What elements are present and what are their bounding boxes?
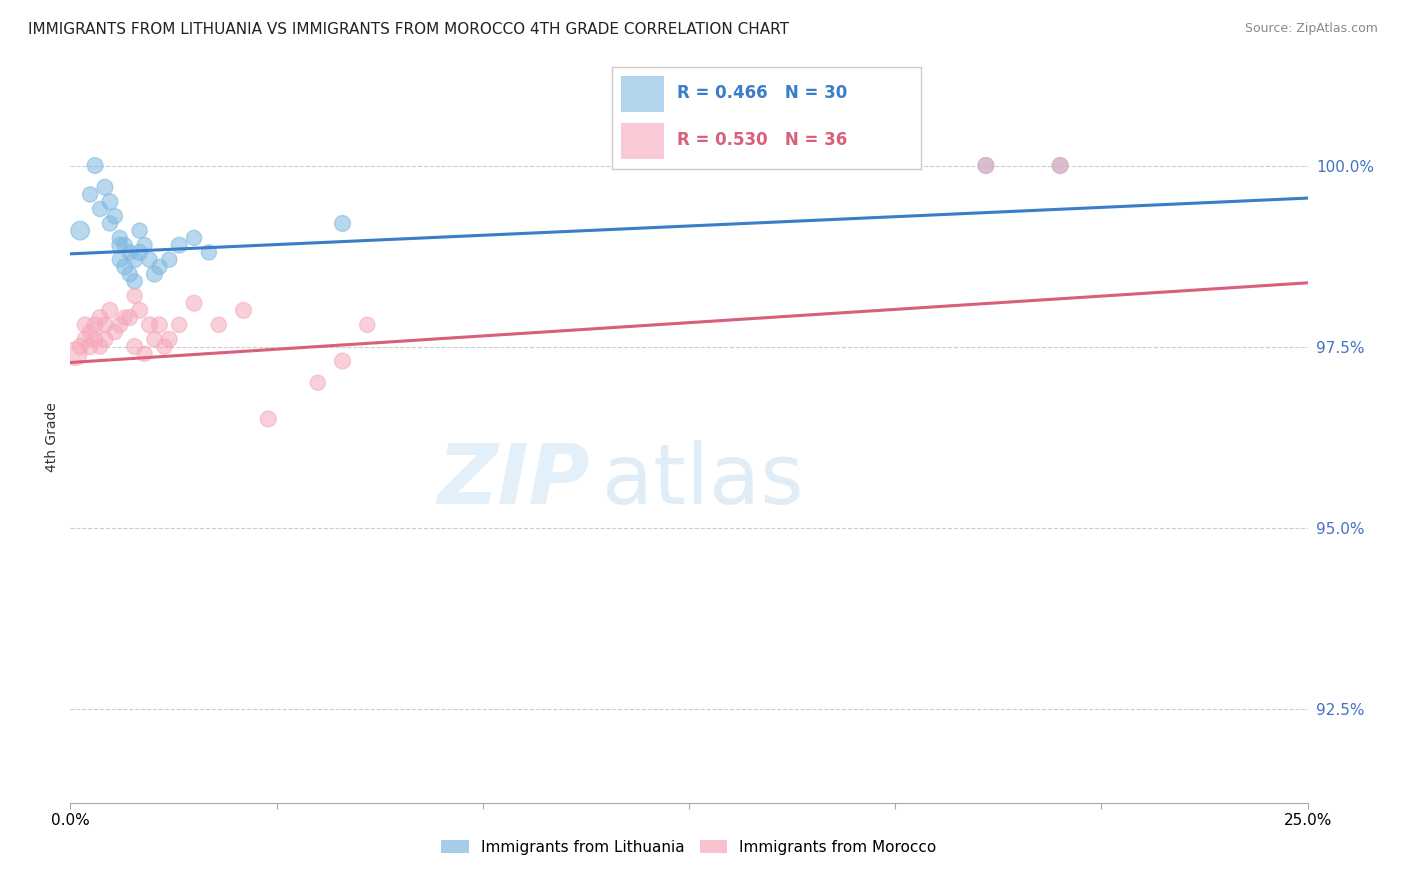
Point <box>157 252 180 267</box>
Text: Source: ZipAtlas.com: Source: ZipAtlas.com <box>1244 22 1378 36</box>
Text: R = 0.530   N = 36: R = 0.530 N = 36 <box>676 131 846 149</box>
Point <box>89 310 111 325</box>
Point <box>89 340 111 354</box>
Point <box>98 194 121 209</box>
Point <box>65 347 87 361</box>
Text: R = 0.466   N = 30: R = 0.466 N = 30 <box>676 84 846 102</box>
Point <box>167 238 190 252</box>
Point <box>98 303 121 318</box>
Point <box>143 332 166 346</box>
Point <box>257 412 280 426</box>
Point <box>89 202 111 216</box>
Point <box>84 159 107 173</box>
Point <box>183 296 205 310</box>
Point <box>104 209 127 223</box>
Point <box>128 245 150 260</box>
Point <box>94 180 117 194</box>
Point <box>79 325 101 339</box>
Point <box>118 245 141 260</box>
Point <box>75 318 97 332</box>
Point <box>232 303 254 318</box>
Point <box>108 231 131 245</box>
Point <box>134 238 156 252</box>
Point <box>974 159 997 173</box>
Point <box>124 252 146 267</box>
Text: IMMIGRANTS FROM LITHUANIA VS IMMIGRANTS FROM MOROCCO 4TH GRADE CORRELATION CHART: IMMIGRANTS FROM LITHUANIA VS IMMIGRANTS … <box>28 22 789 37</box>
Point <box>118 267 141 281</box>
Point <box>75 332 97 346</box>
Point <box>79 187 101 202</box>
Point <box>1049 159 1071 173</box>
Point <box>69 340 91 354</box>
Point <box>124 274 146 288</box>
Point <box>84 318 107 332</box>
Point <box>114 238 136 252</box>
Point <box>108 238 131 252</box>
Point <box>1049 159 1071 173</box>
Text: atlas: atlas <box>602 441 804 522</box>
Point <box>108 252 131 267</box>
Point <box>98 216 121 230</box>
Point <box>148 260 170 274</box>
Point <box>124 289 146 303</box>
Point <box>114 310 136 325</box>
Point <box>183 231 205 245</box>
Point <box>108 318 131 332</box>
Point <box>332 216 354 230</box>
Point <box>79 340 101 354</box>
Point <box>332 354 354 368</box>
Point <box>104 325 127 339</box>
Bar <box>621 123 664 159</box>
Point <box>143 267 166 281</box>
Point <box>356 318 378 332</box>
Bar <box>621 76 664 112</box>
Point <box>167 318 190 332</box>
Point <box>118 310 141 325</box>
Point <box>134 347 156 361</box>
Point <box>153 340 176 354</box>
Point <box>94 332 117 346</box>
Point <box>138 318 160 332</box>
Point <box>157 332 180 346</box>
Point <box>128 224 150 238</box>
Point <box>198 245 221 260</box>
Point <box>148 318 170 332</box>
Point <box>307 376 329 390</box>
Text: ZIP: ZIP <box>437 441 591 522</box>
Point <box>69 224 91 238</box>
Legend: Immigrants from Lithuania, Immigrants from Morocco: Immigrants from Lithuania, Immigrants fr… <box>434 834 943 861</box>
Point <box>208 318 231 332</box>
Point <box>128 303 150 318</box>
Y-axis label: 4th Grade: 4th Grade <box>45 402 59 472</box>
Point <box>114 260 136 274</box>
Point <box>138 252 160 267</box>
Point <box>84 332 107 346</box>
Point <box>124 340 146 354</box>
Point <box>94 318 117 332</box>
Point <box>974 159 997 173</box>
